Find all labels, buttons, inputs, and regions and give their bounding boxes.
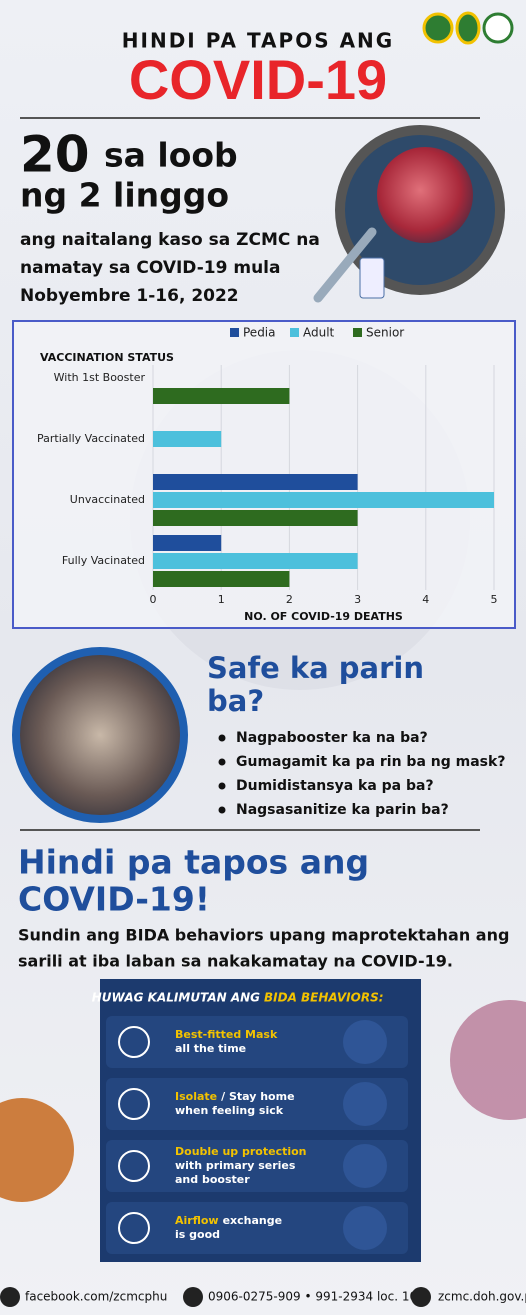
bida-icon	[118, 1088, 150, 1120]
kicker: HINDI PA TAPOS ANG	[122, 29, 394, 53]
virus-decoration	[450, 1000, 526, 1120]
x-tick-label: 4	[422, 593, 429, 606]
virus	[377, 147, 473, 243]
bida-illustration	[343, 1144, 387, 1188]
bida-highlight: Isolate	[175, 1090, 217, 1103]
safe-item: Dumidistansya ka pa ba?	[236, 778, 434, 794]
x-tick-label: 3	[354, 593, 361, 606]
legend-swatch	[290, 328, 299, 337]
legend-label: Senior	[366, 326, 404, 340]
logo	[422, 12, 454, 44]
logo	[455, 11, 481, 45]
reminder-title: COVID-19!	[18, 880, 210, 919]
bullet	[218, 806, 226, 814]
y-axis-title: VACCINATION STATUS	[40, 351, 174, 364]
x-tick-label: 2	[286, 593, 293, 606]
footer-phone: 0906-0275-909 • 991-2934 loc. 101	[208, 1290, 425, 1304]
stat-description: Nobyembre 1-16, 2022	[20, 286, 239, 306]
facebook-icon	[0, 1287, 20, 1307]
crowd-photo	[12, 647, 188, 823]
virus-decoration	[0, 1098, 74, 1202]
bar	[153, 431, 222, 447]
bullet	[218, 782, 226, 790]
bar	[153, 492, 494, 508]
logo	[482, 12, 514, 44]
legend-swatch	[353, 328, 362, 337]
bida-row	[106, 1016, 408, 1068]
y-tick-label: Fully Vacinated	[62, 554, 145, 567]
stat-number: 20	[20, 126, 90, 184]
x-tick-label: 1	[218, 593, 225, 606]
reminder-text: sarili at iba laban sa nakakamatay na CO…	[18, 952, 453, 971]
bullet	[218, 758, 226, 766]
y-tick-label: Unvaccinated	[70, 493, 145, 506]
vaccine-vial	[359, 257, 385, 299]
bida-row	[106, 1202, 408, 1254]
bida-title-highlight: BIDA BEHAVIORS:	[264, 991, 384, 1005]
bida-illustration	[343, 1082, 387, 1126]
bida-illustration	[343, 1206, 387, 1250]
safe-item: Nagsasanitize ka parin ba?	[236, 802, 449, 818]
bida-text: is good	[175, 1228, 220, 1241]
bida-text: exchange	[223, 1214, 283, 1227]
bida-icon	[118, 1150, 150, 1182]
bida-illustration	[343, 1020, 387, 1064]
bida-row	[106, 1140, 408, 1192]
reminder-title: Hindi pa tapos ang	[18, 843, 369, 882]
bida-text: and booster	[175, 1173, 250, 1186]
bida-highlight: Best-fitted Mask	[175, 1028, 278, 1041]
x-tick-label: 0	[150, 593, 157, 606]
stat-description: namatay sa COVID-19 mula	[20, 258, 280, 278]
bar	[153, 474, 358, 490]
bida-text: all the time	[175, 1042, 246, 1055]
x-axis-title: NO. OF COVID-19 DEATHS	[244, 610, 403, 623]
legend-label: Pedia	[243, 326, 276, 340]
bar	[153, 535, 222, 551]
bida-highlight: Airflow	[175, 1214, 219, 1227]
syringe	[313, 227, 377, 303]
bida-text: / Stay home	[221, 1090, 294, 1103]
legend-label: Adult	[303, 326, 335, 340]
safe-title: Safe ka parin	[207, 651, 424, 685]
legend-swatch	[230, 328, 239, 337]
y-tick-label: With 1st Booster	[54, 371, 146, 384]
footer-web: zcmc.doh.gov.ph	[438, 1290, 526, 1304]
chart: Pedia Adult Senior VACCINATION STATUS 0 1 2 3 4 5…	[37, 326, 497, 624]
safe-list: Nagpabooster ka na ba? Gumagamit ka pa ri…	[218, 730, 505, 818]
bar	[153, 388, 290, 404]
bida-icon	[118, 1212, 150, 1244]
bida-text: with primary series	[175, 1159, 296, 1172]
y-tick-label: Partially Vaccinated	[37, 432, 145, 445]
phone-icon	[183, 1287, 203, 1307]
x-tick-label: 5	[491, 593, 498, 606]
bida-icon	[118, 1026, 150, 1058]
bar	[153, 510, 358, 526]
bar	[153, 571, 290, 587]
bida-title: HUWAG KALIMUTAN ANG	[92, 991, 260, 1005]
safe-item: Gumagamit ka pa rin ba ng mask?	[236, 754, 505, 770]
stat-line: ng 2 linggo	[20, 176, 229, 215]
reminder-text: Sundin ang BIDA behaviors upang maprotek…	[18, 926, 509, 945]
title: COVID-19	[129, 48, 387, 111]
bullet	[218, 734, 226, 742]
bida-text: when feeling sick	[175, 1104, 284, 1117]
bida-highlight: Double up protection	[175, 1145, 307, 1158]
footer-facebook: facebook.com/zcmcphu	[25, 1290, 167, 1304]
safe-item: Nagpabooster ka na ba?	[236, 730, 428, 746]
bar	[153, 553, 358, 569]
safe-title: ba?	[207, 684, 264, 718]
stat-description: ang naitalang kaso sa ZCMC na	[20, 230, 320, 250]
bida-row	[106, 1078, 408, 1130]
web-icon	[411, 1287, 431, 1307]
stat-line: sa loob	[104, 136, 238, 175]
